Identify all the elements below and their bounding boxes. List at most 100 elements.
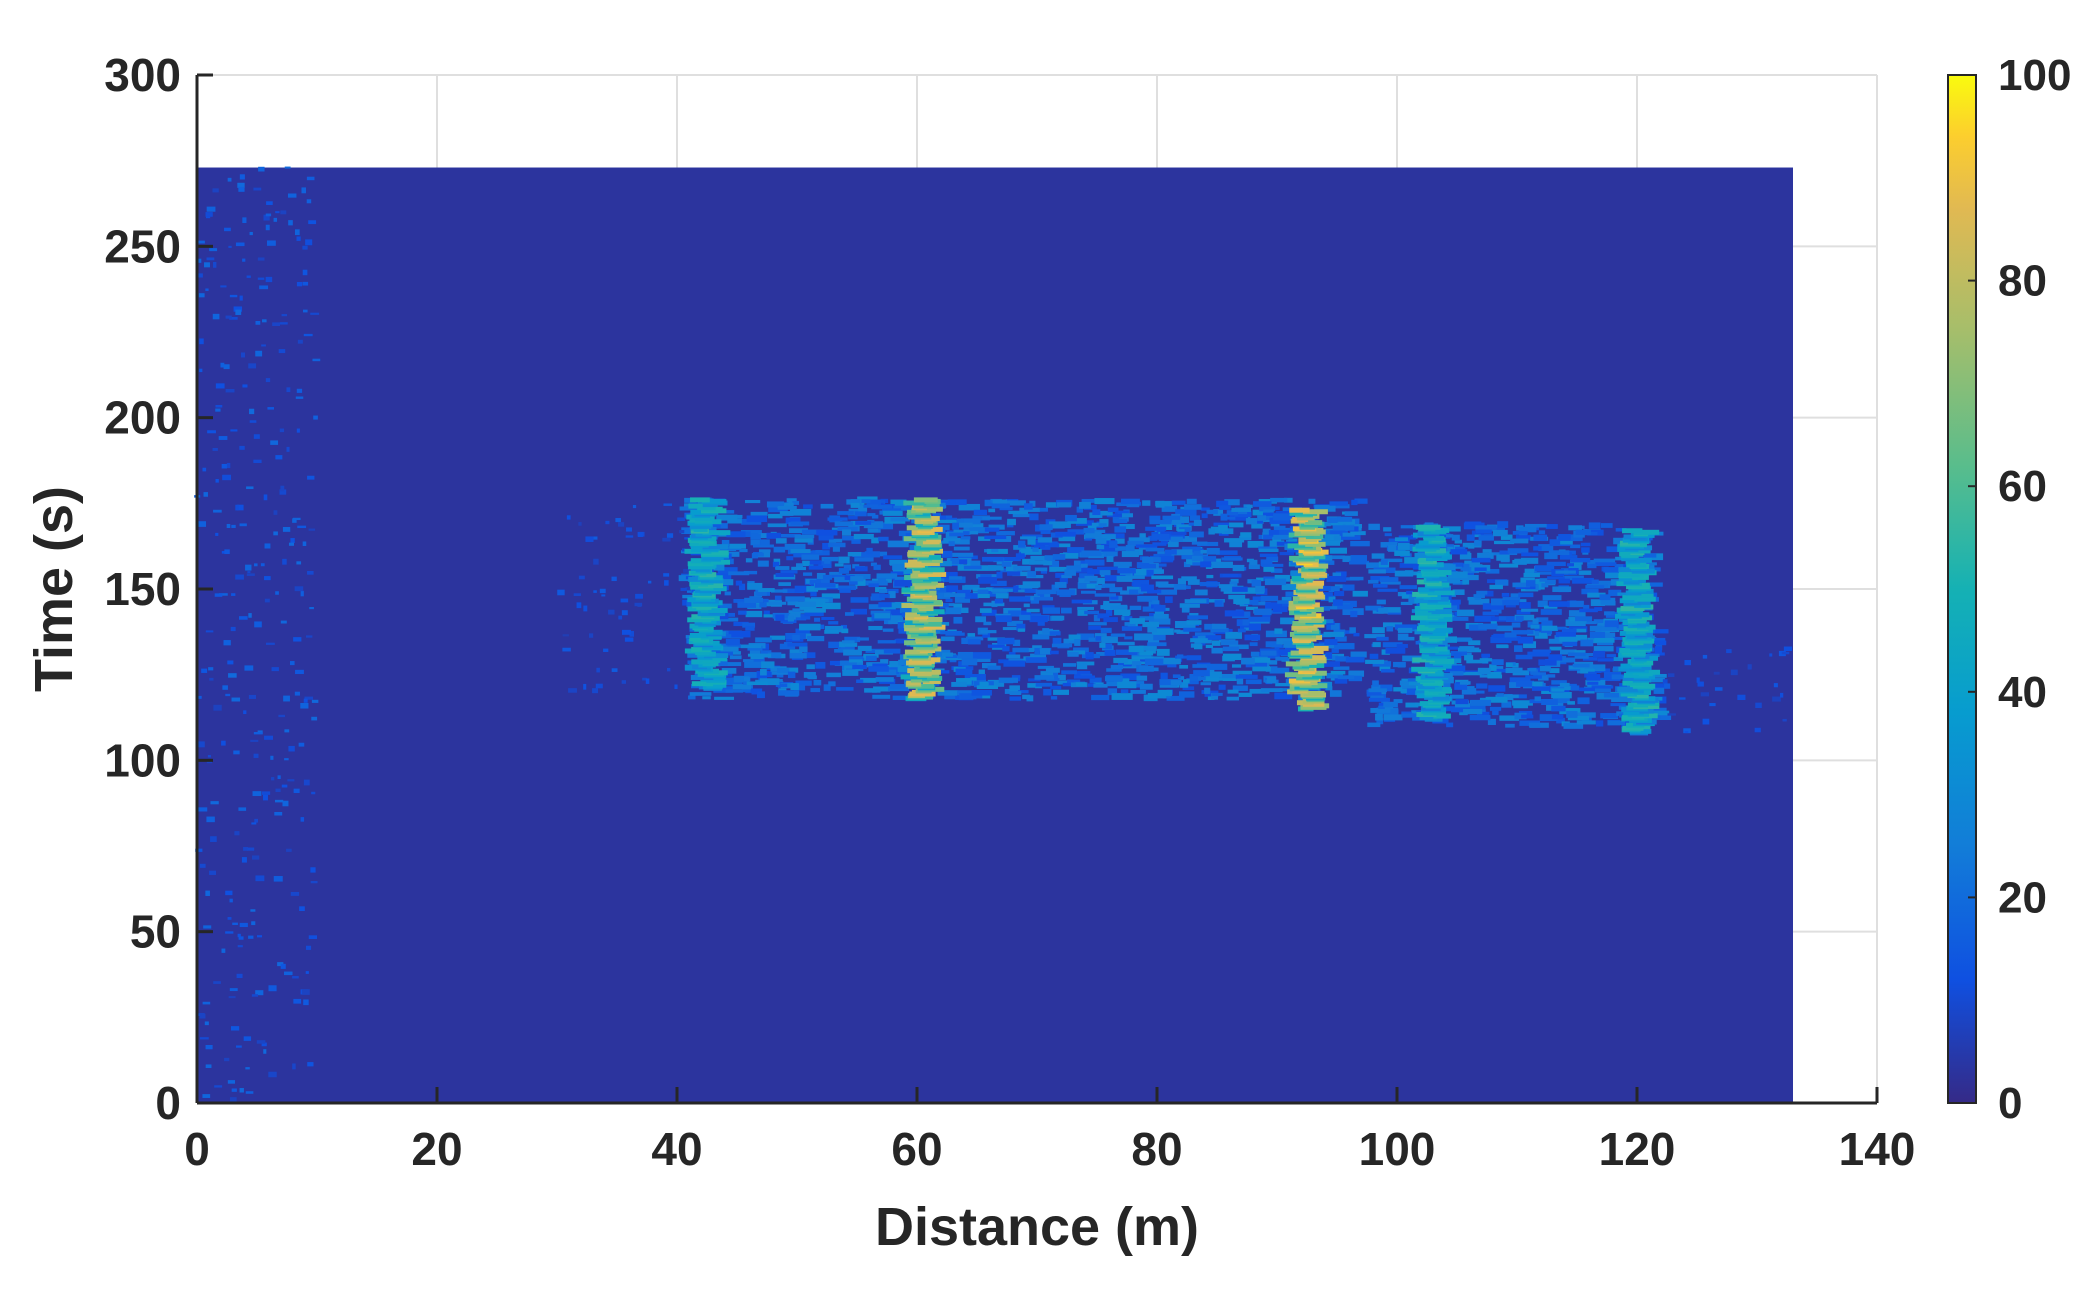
heatmap-cell bbox=[237, 933, 241, 938]
heatmap-cell bbox=[987, 644, 1005, 648]
heatmap-cell bbox=[255, 875, 265, 882]
heatmap-cell bbox=[1095, 585, 1102, 591]
heatmap-cell bbox=[1137, 595, 1159, 602]
heatmap-cell bbox=[724, 682, 743, 686]
heatmap-cell bbox=[1088, 637, 1102, 642]
heatmap-cell bbox=[1417, 587, 1435, 593]
heatmap-cell bbox=[284, 166, 291, 169]
heatmap-cell bbox=[854, 557, 874, 562]
heatmap-cell bbox=[224, 549, 230, 555]
heatmap-cell bbox=[1129, 618, 1145, 624]
heatmap-cell bbox=[1427, 599, 1451, 605]
heatmap-cell bbox=[221, 463, 227, 469]
heatmap-cell bbox=[1539, 714, 1558, 722]
heatmap-cell bbox=[237, 182, 245, 188]
heatmap-cell bbox=[1512, 630, 1534, 635]
heatmap-cell bbox=[1610, 703, 1626, 707]
heatmap-cell bbox=[1568, 610, 1586, 617]
heatmap-cell bbox=[1192, 635, 1201, 639]
heatmap-cell bbox=[1250, 651, 1260, 657]
heatmap-cell bbox=[214, 593, 223, 597]
heatmap-cell bbox=[1277, 600, 1291, 604]
heatmap-cell bbox=[1159, 555, 1174, 561]
heatmap-cell bbox=[1545, 524, 1558, 529]
heatmap-cell bbox=[247, 847, 255, 851]
heatmap-cell bbox=[1415, 524, 1441, 530]
heatmap-cell bbox=[806, 664, 815, 670]
heatmap-cell bbox=[1304, 670, 1327, 676]
heatmap-cell bbox=[677, 517, 686, 522]
heatmap-cell bbox=[1502, 600, 1519, 606]
heatmap-cell bbox=[1604, 620, 1619, 628]
heatmap-cell bbox=[1099, 642, 1106, 648]
heatmap-cell bbox=[1220, 585, 1234, 592]
heatmap-cell bbox=[1318, 606, 1331, 611]
heatmap-cell bbox=[690, 674, 714, 680]
heatmap-cell bbox=[1197, 676, 1206, 681]
heatmap-cell bbox=[223, 640, 231, 646]
heatmap-cell bbox=[1134, 568, 1147, 576]
heatmap-cell bbox=[914, 669, 941, 675]
heatmap-cell bbox=[1288, 538, 1298, 542]
heatmap-cell bbox=[1022, 581, 1041, 588]
heatmap-cell bbox=[1521, 608, 1539, 612]
heatmap-cell bbox=[1447, 546, 1454, 552]
heatmap-cell bbox=[1332, 599, 1343, 606]
heatmap-cell bbox=[1289, 507, 1310, 513]
heatmap-cell bbox=[1117, 641, 1135, 646]
heatmap-cell bbox=[1179, 691, 1195, 698]
heatmap-cell bbox=[1610, 579, 1620, 585]
heatmap-cell bbox=[1279, 688, 1292, 692]
heatmap-cell bbox=[1039, 524, 1053, 531]
heatmap-cell bbox=[1224, 610, 1245, 617]
heatmap-cell bbox=[1281, 583, 1297, 591]
heatmap-cell bbox=[1220, 513, 1228, 521]
heatmap-cell bbox=[1334, 677, 1348, 684]
heatmap-cell bbox=[1424, 690, 1439, 696]
heatmap-cell bbox=[1353, 632, 1360, 637]
heatmap-cell bbox=[1570, 557, 1591, 563]
heatmap-cell bbox=[308, 220, 317, 225]
heatmap-cell bbox=[1177, 529, 1185, 534]
heatmap-cell bbox=[1004, 556, 1021, 562]
heatmap-cell bbox=[1482, 603, 1504, 610]
heatmap-cell bbox=[1372, 627, 1385, 634]
heatmap-cell bbox=[1009, 691, 1022, 695]
heatmap-cell bbox=[593, 558, 599, 565]
heatmap-cell bbox=[197, 273, 203, 278]
heatmap-cell bbox=[1453, 637, 1471, 642]
heatmap-cell bbox=[1233, 598, 1250, 604]
heatmap-cell bbox=[957, 651, 973, 659]
heatmap-cell bbox=[1087, 529, 1106, 533]
heatmap-cell bbox=[1179, 527, 1191, 532]
heatmap-cell bbox=[921, 542, 942, 548]
heatmap-cell bbox=[1365, 659, 1385, 664]
heatmap-cell bbox=[1381, 558, 1403, 563]
heatmap-cell bbox=[728, 630, 751, 638]
heatmap-cell bbox=[1138, 645, 1157, 651]
heatmap-cell bbox=[1383, 701, 1398, 708]
heatmap-cell bbox=[1194, 589, 1208, 596]
heatmap-cell bbox=[1477, 667, 1491, 675]
heatmap-cell bbox=[1053, 674, 1066, 681]
heatmap-cell bbox=[933, 654, 945, 659]
heatmap-cell bbox=[1652, 710, 1670, 716]
heatmap-cell bbox=[1427, 602, 1452, 608]
heatmap-cell bbox=[750, 539, 760, 546]
heatmap-cell bbox=[1683, 728, 1691, 734]
heatmap-cell bbox=[1468, 640, 1481, 646]
heatmap-cell bbox=[1314, 504, 1336, 512]
heatmap-cell bbox=[1521, 714, 1534, 719]
heatmap-cell bbox=[1350, 531, 1366, 536]
heatmap-cell bbox=[800, 614, 811, 620]
heatmap-cell bbox=[792, 501, 800, 505]
heatmap-cell bbox=[1654, 646, 1662, 653]
heatmap-cell bbox=[238, 186, 245, 192]
heatmap-cell bbox=[1040, 543, 1051, 550]
heatmap-cell bbox=[1085, 531, 1102, 538]
heatmap-cell bbox=[1003, 660, 1026, 667]
heatmap-cell bbox=[844, 612, 854, 616]
heatmap-cell bbox=[870, 562, 877, 567]
heatmap-cell bbox=[744, 672, 757, 678]
heatmap-cell bbox=[1175, 621, 1196, 629]
